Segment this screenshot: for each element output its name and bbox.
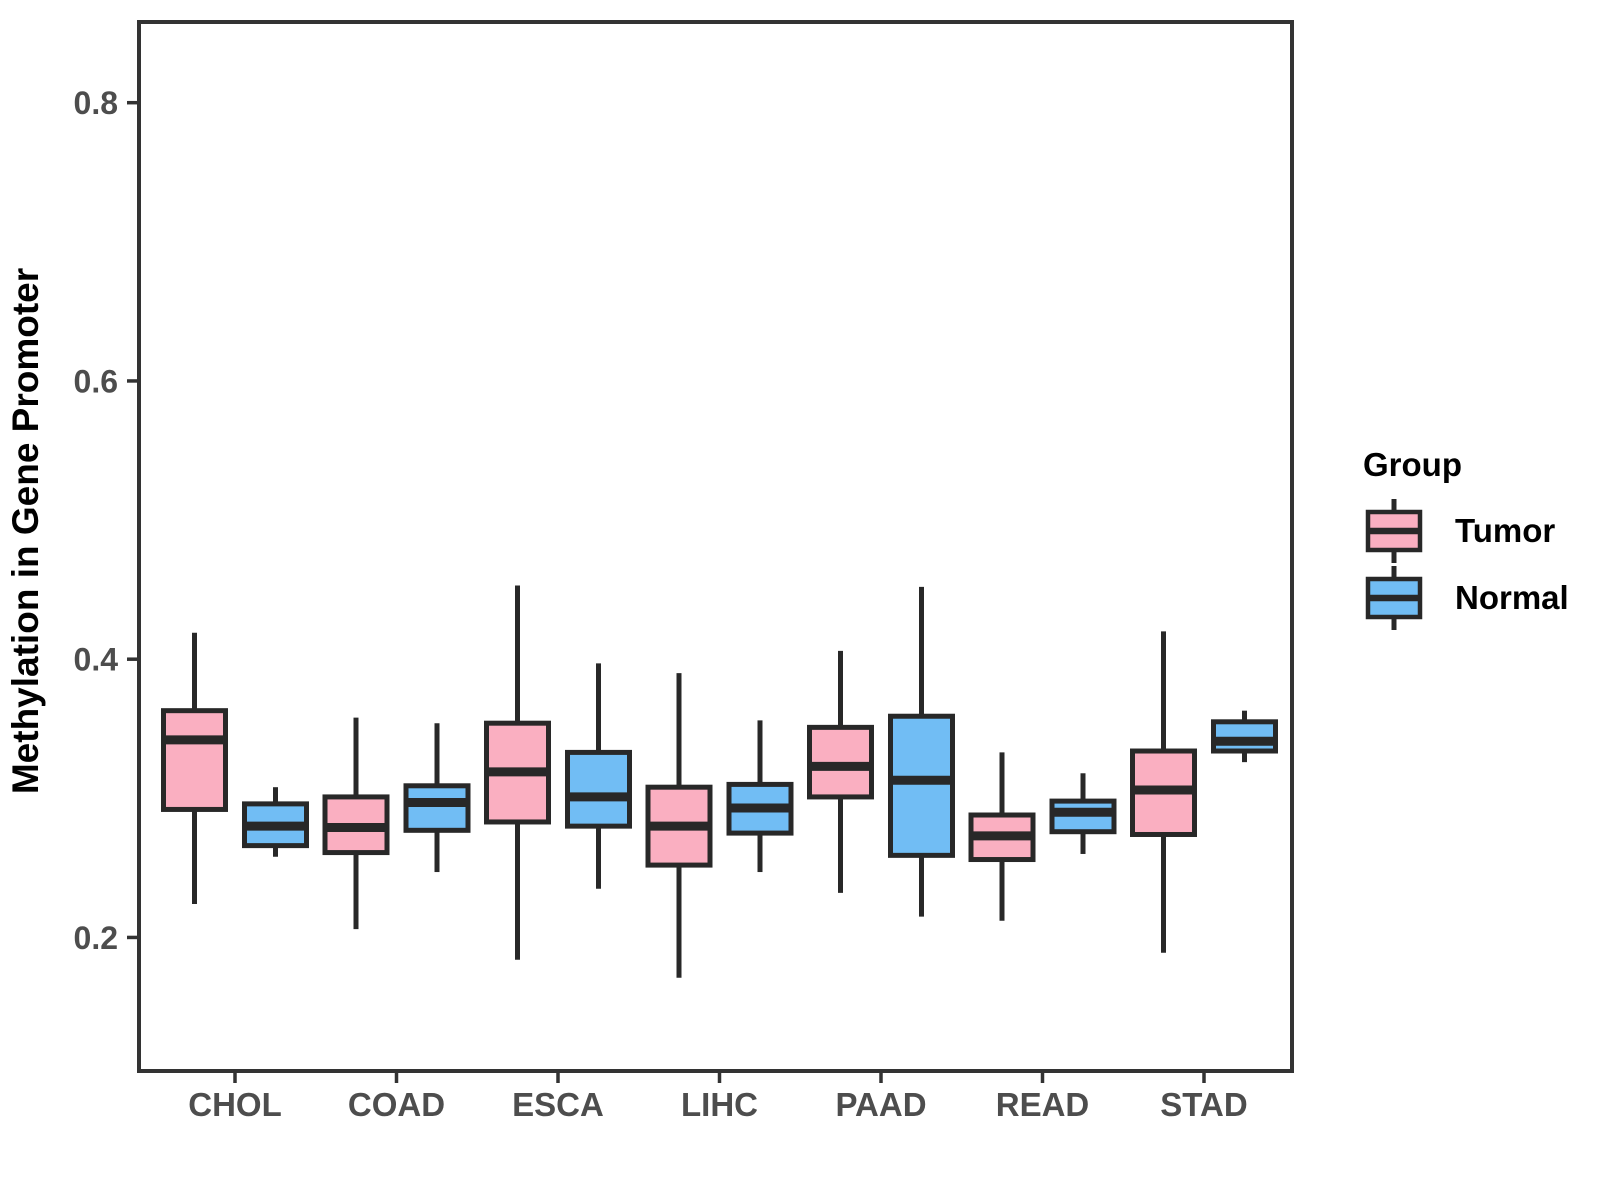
y-tick-label: 0.2 xyxy=(74,920,118,956)
box-paad-normal xyxy=(888,713,955,858)
box-coad-normal xyxy=(403,783,471,833)
x-tick-label-paad: PAAD xyxy=(835,1086,926,1123)
x-tick-label-stad: STAD xyxy=(1160,1086,1247,1123)
legend-entries: Tumor Normal xyxy=(1340,498,1590,631)
box-stad-normal xyxy=(1211,719,1278,754)
legend-entry-tumor: Tumor xyxy=(1340,498,1590,564)
legend-key-normal-boxplot-icon xyxy=(1365,566,1423,630)
x-tick-label-coad: COAD xyxy=(348,1086,445,1123)
legend-entry-normal: Normal xyxy=(1340,565,1590,631)
box-chol-tumor xyxy=(161,708,228,812)
x-tick-label-esca: ESCA xyxy=(512,1086,604,1123)
legend-label-normal: Normal xyxy=(1455,579,1569,616)
legend-title: Group xyxy=(1363,446,1462,483)
y-axis-title: Methylation in Gene Promoter xyxy=(5,268,46,794)
legend-key-tumor-boxplot-icon xyxy=(1365,499,1423,563)
box-esca-normal xyxy=(565,749,632,829)
x-tick-label-lihc: LIHC xyxy=(681,1086,758,1123)
x-tick-label-read: READ xyxy=(996,1086,1090,1123)
x-tick-label-chol: CHOL xyxy=(188,1086,282,1123)
legend-label-tumor: Tumor xyxy=(1455,512,1556,549)
legend: Group Tumor Normal xyxy=(1340,446,1590,631)
plot-frame xyxy=(137,20,1294,1073)
y-tick-label: 0.4 xyxy=(74,642,119,678)
y-tick-label: 0.8 xyxy=(74,85,118,121)
y-tick-label: 0.6 xyxy=(74,363,118,399)
plot-area: 0.2 0.4 0.6 0.8 CHOL COAD ESCA LIHC PAAD READ STAD xyxy=(74,20,1294,1123)
